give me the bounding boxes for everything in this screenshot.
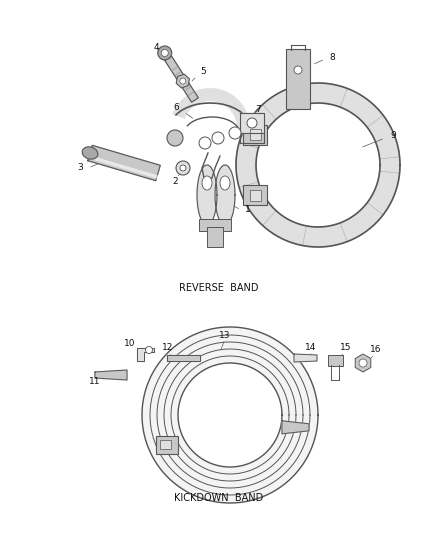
Polygon shape [197, 165, 217, 225]
Circle shape [199, 137, 211, 149]
Polygon shape [88, 146, 160, 181]
Ellipse shape [202, 176, 212, 190]
Text: 14: 14 [305, 343, 317, 351]
Text: 10: 10 [124, 338, 136, 348]
Polygon shape [294, 354, 317, 362]
Text: 1: 1 [245, 206, 251, 214]
FancyBboxPatch shape [207, 227, 223, 247]
Circle shape [247, 118, 257, 128]
Polygon shape [167, 355, 200, 361]
Text: 6: 6 [173, 103, 179, 112]
FancyBboxPatch shape [160, 440, 171, 449]
FancyBboxPatch shape [286, 49, 310, 109]
Circle shape [212, 132, 224, 144]
FancyBboxPatch shape [250, 190, 261, 201]
Circle shape [158, 46, 172, 60]
FancyBboxPatch shape [250, 129, 261, 140]
Circle shape [180, 78, 186, 84]
FancyBboxPatch shape [243, 185, 267, 205]
Text: 15: 15 [340, 343, 352, 352]
Circle shape [294, 66, 302, 74]
Circle shape [161, 50, 168, 56]
Text: 5: 5 [200, 68, 206, 77]
Circle shape [176, 161, 190, 175]
Text: 11: 11 [89, 377, 101, 386]
Text: 7: 7 [255, 106, 261, 115]
Text: 16: 16 [370, 345, 382, 354]
Text: 9: 9 [390, 131, 396, 140]
Text: 8: 8 [329, 52, 335, 61]
Ellipse shape [82, 147, 98, 159]
Circle shape [167, 130, 183, 146]
Polygon shape [215, 165, 235, 225]
Text: 2: 2 [172, 177, 178, 187]
Text: REVERSE  BAND: REVERSE BAND [179, 283, 259, 293]
Polygon shape [137, 348, 154, 361]
Text: 4: 4 [153, 43, 159, 52]
Polygon shape [236, 83, 400, 247]
Polygon shape [282, 421, 309, 434]
Polygon shape [165, 56, 198, 102]
Polygon shape [142, 327, 318, 503]
Wedge shape [173, 88, 250, 128]
Circle shape [145, 346, 152, 353]
FancyBboxPatch shape [328, 354, 343, 366]
FancyBboxPatch shape [155, 435, 177, 454]
Polygon shape [240, 113, 264, 133]
Text: 13: 13 [219, 330, 231, 340]
Text: 12: 12 [162, 343, 174, 352]
Circle shape [229, 127, 241, 139]
Ellipse shape [220, 176, 230, 190]
FancyBboxPatch shape [199, 219, 231, 231]
FancyBboxPatch shape [243, 125, 267, 144]
Circle shape [359, 359, 367, 367]
Text: KICKDOWN  BAND: KICKDOWN BAND [174, 493, 264, 503]
Text: 3: 3 [77, 164, 83, 173]
Polygon shape [95, 370, 127, 380]
Circle shape [180, 165, 186, 171]
